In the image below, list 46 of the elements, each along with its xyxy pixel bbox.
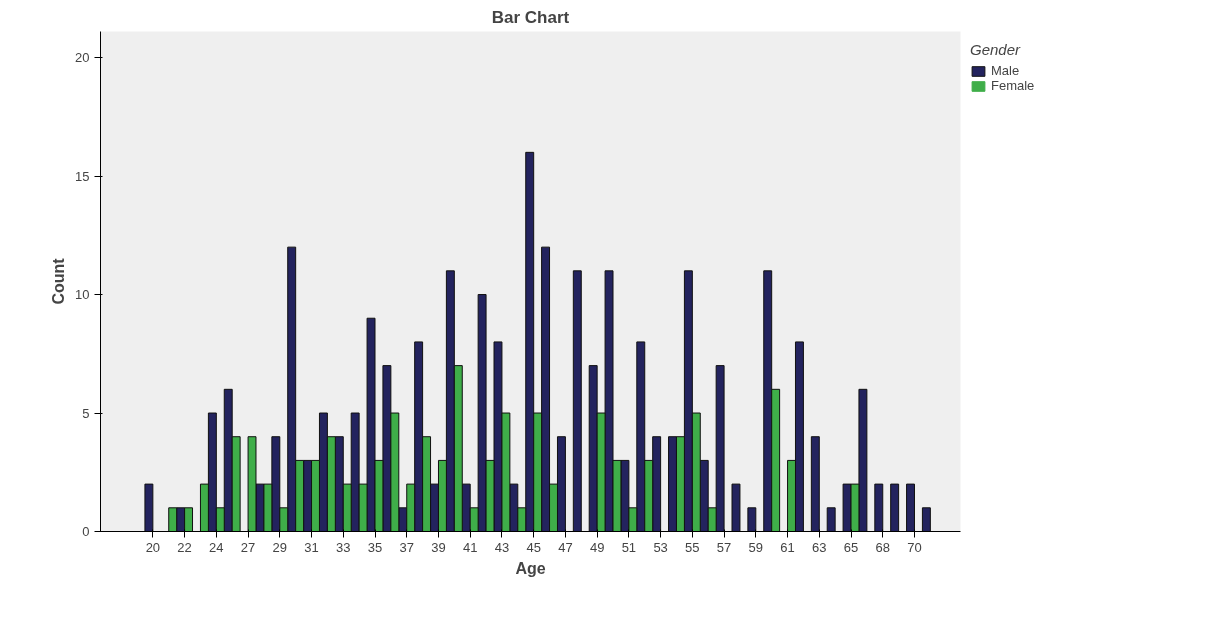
x-tick-label: 24 [209, 539, 224, 555]
x-tick-label: 31 [304, 539, 319, 555]
x-tick-label: 65 [843, 539, 859, 555]
x-tick-label: 27 [240, 539, 256, 555]
x-axis-title: Age [515, 559, 546, 577]
y-tick-label: 5 [82, 405, 90, 421]
bar [731, 483, 741, 532]
x-tick-label: 49 [589, 539, 605, 555]
bar [747, 507, 757, 532]
x-tick-label: 39 [431, 539, 446, 555]
x-tick-label: 59 [748, 539, 764, 555]
x-tick-label: 37 [399, 539, 414, 555]
legend-label: Female [991, 78, 1035, 93]
x-tick-label: 63 [812, 539, 827, 555]
bar [890, 483, 900, 532]
y-tick-label: 15 [75, 168, 90, 184]
x-tick-label: 70 [907, 539, 922, 555]
x-tick-label: 57 [716, 539, 732, 555]
x-tick-label: 68 [875, 539, 890, 555]
x-tick-label: 53 [653, 539, 668, 555]
bar [874, 483, 884, 532]
bar [906, 483, 915, 532]
x-tick-label: 51 [621, 539, 637, 555]
bar [572, 270, 582, 532]
legend-label: Male [991, 63, 1020, 78]
chart-title: Bar Chart [491, 7, 570, 27]
x-tick-label: 45 [526, 539, 541, 555]
x-tick-label: 20 [145, 539, 161, 555]
x-tick-label: 61 [780, 539, 795, 555]
x-tick-label: 41 [462, 539, 478, 555]
bar [144, 483, 154, 532]
y-tick-label: 0 [82, 524, 90, 539]
y-tick-label: 20 [75, 50, 90, 66]
x-tick-label: 47 [558, 539, 573, 555]
x-tick-label: 29 [272, 539, 288, 555]
bar [921, 507, 931, 532]
y-axis-title: Count [50, 257, 68, 305]
x-tick-label: 22 [177, 539, 192, 555]
x-tick-label: 35 [367, 539, 383, 555]
x-tick-label: 55 [685, 539, 700, 555]
legend-title: Gender [970, 41, 1022, 58]
y-tick-label: 10 [75, 287, 90, 303]
bar [826, 507, 836, 532]
x-tick-label: 33 [336, 539, 351, 555]
bar [810, 436, 820, 532]
x-tick-label: 43 [494, 539, 510, 555]
